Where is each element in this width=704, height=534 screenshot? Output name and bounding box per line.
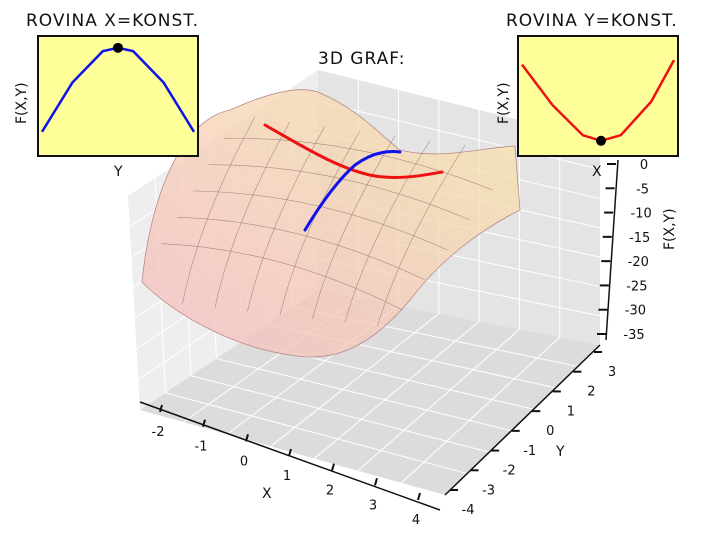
x-tick-mark <box>245 434 249 442</box>
x-tick-mark <box>374 478 378 486</box>
grid-line <box>190 375 490 453</box>
z-tick-label: -35 <box>623 328 644 343</box>
z-tick-label: -5 <box>636 182 649 197</box>
z-axis: 0 -5 -10 -15 -20 -25 -30 -35 F(X,Y) <box>597 158 678 343</box>
inset-left-marker <box>113 42 123 53</box>
main-title: 3D GRAF: <box>318 49 405 69</box>
inset-right: ROVINA Y=KONST. X F(X,Y) <box>496 11 679 180</box>
mesh-line <box>177 217 426 281</box>
mesh-line <box>161 243 403 311</box>
grid-line <box>165 392 468 475</box>
slice-y-const <box>263 123 444 179</box>
inset-right-xlabel: X <box>592 164 602 180</box>
y-tick-label: 1 <box>567 404 575 419</box>
grid-line <box>216 358 512 432</box>
mesh-line <box>377 145 466 327</box>
inset-left-title: ROVINA X=KONST. <box>26 11 199 31</box>
y-tick-label: -4 <box>462 503 475 518</box>
y-tick-label: 2 <box>587 385 595 400</box>
y-tick-label: -3 <box>482 483 495 498</box>
x-tick-label: -2 <box>152 425 165 440</box>
z-tick-label: -10 <box>631 207 652 222</box>
z-tick-label: -20 <box>628 255 649 270</box>
x-tick-label: 4 <box>412 513 420 528</box>
y-tick-label: 0 <box>546 424 554 439</box>
grid-line <box>357 328 520 472</box>
x-tick-label: 3 <box>369 498 377 513</box>
z-tick-label: 0 <box>640 158 648 173</box>
x-axis: -2 -1 0 1 2 3 4 X <box>139 401 441 528</box>
x-tick-label: 2 <box>326 484 334 499</box>
x-ticks: -2 -1 0 1 2 3 4 <box>152 404 421 528</box>
mesh-line <box>224 137 493 191</box>
mesh-line <box>214 121 291 308</box>
inset-right-title: ROVINA Y=KONST. <box>506 11 678 31</box>
grid-line <box>313 321 480 459</box>
z-axis-line <box>605 159 619 341</box>
surface-fill <box>141 89 521 358</box>
mesh-line <box>344 140 431 323</box>
inset-left-plot-area <box>37 35 199 157</box>
mesh-line <box>182 116 256 304</box>
inset-right-ylabel: F(X,Y) <box>496 82 512 124</box>
x-tick-mark <box>202 419 206 427</box>
grid-line <box>317 100 601 170</box>
grid-line <box>270 313 440 447</box>
z-tick-label: -15 <box>629 231 650 246</box>
grid-line <box>401 336 561 484</box>
x-tick-label: 0 <box>240 454 248 469</box>
z-tick-label: -25 <box>626 279 647 294</box>
x-tick-label: 1 <box>283 469 291 484</box>
y-tick-label: -2 <box>503 464 516 479</box>
y-tick-label: -1 <box>523 444 536 459</box>
y-axis-label: Y <box>555 444 565 460</box>
x-tick-mark <box>288 448 292 457</box>
x-tick-mark <box>331 463 335 471</box>
inset-right-marker <box>596 135 607 146</box>
x-tick-label: -1 <box>195 440 208 455</box>
x-axis-label: X <box>262 486 272 502</box>
mesh-line <box>312 135 396 319</box>
z-axis-label: F(X,Y) <box>662 208 678 250</box>
surface <box>141 89 521 358</box>
mesh-line <box>208 164 471 221</box>
z-ticks: 0 -5 -10 -15 -20 -25 -30 -35 <box>597 158 652 343</box>
slice-x-const <box>303 150 402 232</box>
inset-left-xlabel: Y <box>113 164 123 180</box>
inset-left: ROVINA X=KONST. Y F(X,Y) <box>14 11 199 180</box>
x-tick-mark <box>159 404 163 413</box>
mesh-line <box>279 130 361 316</box>
x-tick-mark <box>417 492 421 501</box>
y-tick-label: 3 <box>608 365 616 380</box>
z-tick-label: -30 <box>625 304 646 319</box>
inset-left-ylabel: F(X,Y) <box>14 82 30 124</box>
